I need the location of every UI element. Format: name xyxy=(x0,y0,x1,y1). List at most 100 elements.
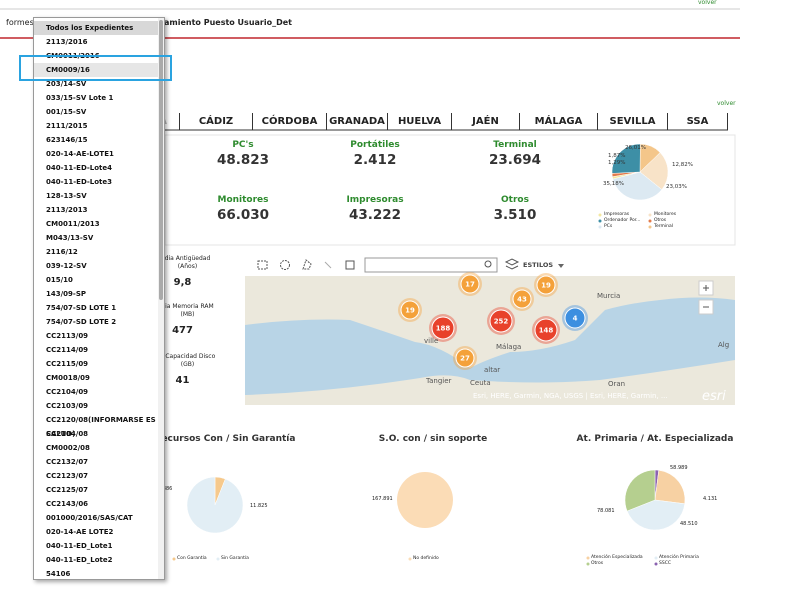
pie-value-label: 78.081 xyxy=(597,508,615,514)
pie-label: 26,01% xyxy=(625,145,646,151)
dropdown-item[interactable]: 623146/15 xyxy=(46,136,88,144)
dropdown-item[interactable]: 040-11-ED_Lote2 xyxy=(46,556,113,564)
scrollbar[interactable] xyxy=(158,18,164,579)
tool-edit[interactable] xyxy=(345,260,355,270)
dropdown-item[interactable]: 020-14-AE LOTE2 xyxy=(46,528,114,536)
stat-label: (Años) xyxy=(177,263,198,270)
dropdown-item[interactable]: CC2115/09 xyxy=(46,360,89,368)
province-tab[interactable]: CÁDIZ xyxy=(180,113,253,130)
place-label: altar xyxy=(484,366,500,374)
pie-label: 12,82% xyxy=(672,162,693,168)
province-tab[interactable]: GRANADA xyxy=(327,113,388,130)
legend-entry: Otros xyxy=(591,561,604,566)
pie-slice xyxy=(397,472,453,528)
kpi-label: Monitores xyxy=(217,195,269,205)
province-tab[interactable]: MÁLAGA xyxy=(520,113,598,130)
province-tab[interactable]: CÓRDOBA xyxy=(253,113,327,130)
cluster-count[interactable]: 17 xyxy=(465,281,475,289)
dropdown-item[interactable]: 020-14-AE-LOTE1 xyxy=(46,150,114,158)
map-search[interactable] xyxy=(364,257,498,273)
map-logo: esri xyxy=(702,389,726,404)
pie-slice xyxy=(186,476,244,534)
cluster-count[interactable]: 19 xyxy=(405,307,415,315)
legend-dot xyxy=(648,213,652,217)
province-tab[interactable]: HUELVA xyxy=(388,113,452,130)
tool-circle[interactable] xyxy=(280,260,290,270)
legend-dot xyxy=(172,557,176,561)
scroll-thumb[interactable] xyxy=(159,20,163,300)
map-styles[interactable]: ESTILOS xyxy=(523,261,553,269)
legend-entry: Con Garantía xyxy=(177,556,207,561)
dropdown-item[interactable]: CC2120/08(INFORMARSE ES SALUD) xyxy=(46,416,156,438)
cluster-count[interactable]: 4 xyxy=(573,315,578,323)
pie-value-label: 4.131 xyxy=(703,496,718,502)
pie-value-label: 5.886 xyxy=(158,486,173,492)
dropdown-item[interactable]: 001000/2016/SAS/CAT xyxy=(46,514,133,522)
dropdown-item[interactable]: 754/07-SD LOTE 1 xyxy=(46,304,117,312)
back-link[interactable]: volver xyxy=(717,100,736,107)
kpi-value: 23.694 xyxy=(488,152,542,168)
dropdown-item[interactable]: CC2113/09 xyxy=(46,332,89,340)
tool-line[interactable] xyxy=(324,261,332,269)
dropdown-item[interactable]: 754/07-SD LOTE 2 xyxy=(46,318,117,326)
dropdown-item[interactable]: 128-13-SV xyxy=(46,192,87,200)
kpi-value: 2.412 xyxy=(353,152,397,168)
dropdown-item[interactable]: 040-11-ED-Lote3 xyxy=(46,178,113,186)
place-label: Alg xyxy=(718,341,729,349)
pie-slice xyxy=(611,143,641,174)
dropdown-item[interactable]: Todos los Expedientes xyxy=(34,21,158,35)
dropdown-item[interactable]: CC2132/07 xyxy=(46,458,89,466)
province-tab[interactable]: SSA xyxy=(668,113,728,130)
dropdown-item[interactable]: 2116/12 xyxy=(46,248,78,256)
dropdown-item[interactable]: 040-11-ED_Lote1 xyxy=(46,542,113,550)
dropdown-item[interactable]: CM0018/09 xyxy=(46,374,90,382)
dropdown-item[interactable]: 54106 xyxy=(46,570,71,578)
kpi-panel xyxy=(164,134,736,246)
cluster-count[interactable]: 188 xyxy=(436,325,451,333)
page-title: amiento Puesto Usuario_Det xyxy=(164,18,292,27)
dropdown-item[interactable]: CC2114/09 xyxy=(46,346,89,354)
cluster-count[interactable]: 43 xyxy=(517,296,527,304)
dropdown-item[interactable]: 039-12-SV xyxy=(46,262,87,270)
dropdown-item[interactable]: CC2104/08 xyxy=(46,430,89,438)
cluster xyxy=(489,309,513,333)
province-tab[interactable]: JAÉN xyxy=(452,113,520,130)
pie-value-label: 58.989 xyxy=(670,465,688,471)
cluster-count[interactable]: 148 xyxy=(539,327,554,335)
dropdown-item[interactable]: CM0002/08 xyxy=(46,444,90,452)
tool-rect[interactable] xyxy=(257,260,268,270)
cluster-count[interactable]: 27 xyxy=(460,355,470,363)
dropdown-item[interactable]: CC2143/06 xyxy=(46,500,89,508)
province-tab[interactable]: SEVILLA xyxy=(598,113,668,130)
dropdown-item[interactable]: 040-11-ED-Lote4 xyxy=(46,164,113,172)
cluster-count[interactable]: 252 xyxy=(494,318,509,326)
dropdown-item[interactable]: CM0011/2013 xyxy=(46,220,100,228)
dropdown-item[interactable]: CC2104/09 xyxy=(46,388,89,396)
dropdown-item[interactable]: CC2123/07 xyxy=(46,472,89,480)
dropdown-item[interactable]: 015/10 xyxy=(46,276,73,284)
focus-highlight xyxy=(19,55,172,81)
pie-slice xyxy=(626,499,686,531)
dropdown-item[interactable]: 143/09-SP xyxy=(46,290,86,298)
dropdown-item[interactable]: 2113/2013 xyxy=(46,206,88,214)
place-label: Málaga xyxy=(496,343,521,351)
dropdown-item[interactable]: 203/14-SV xyxy=(46,80,87,88)
dropdown-item[interactable]: 2113/2016 xyxy=(46,38,88,46)
dropdown-item[interactable]: 033/15-SV Lote 1 xyxy=(46,94,114,102)
dropdown-item[interactable]: 001/15-SV xyxy=(46,108,87,116)
dropdown-item[interactable]: M043/13-SV xyxy=(46,234,94,242)
back-link[interactable]: volver xyxy=(698,0,717,6)
pie-slice xyxy=(639,152,669,190)
header-left-text: formes co xyxy=(6,18,46,27)
kpi-value: 3.510 xyxy=(493,207,537,223)
place-label: Oran xyxy=(608,380,625,388)
dropdown-item[interactable]: CC2125/07 xyxy=(46,486,89,494)
dropdown-item[interactable]: 2111/2015 xyxy=(46,122,88,130)
dropdown-item[interactable]: CC2103/09 xyxy=(46,402,89,410)
dropdown-item[interactable]: CM0009/16 xyxy=(34,63,158,77)
legend-dot xyxy=(216,557,220,561)
cluster-count[interactable]: 19 xyxy=(541,282,551,290)
tool-polygon[interactable] xyxy=(302,259,312,270)
layers-icon[interactable] xyxy=(504,258,520,270)
